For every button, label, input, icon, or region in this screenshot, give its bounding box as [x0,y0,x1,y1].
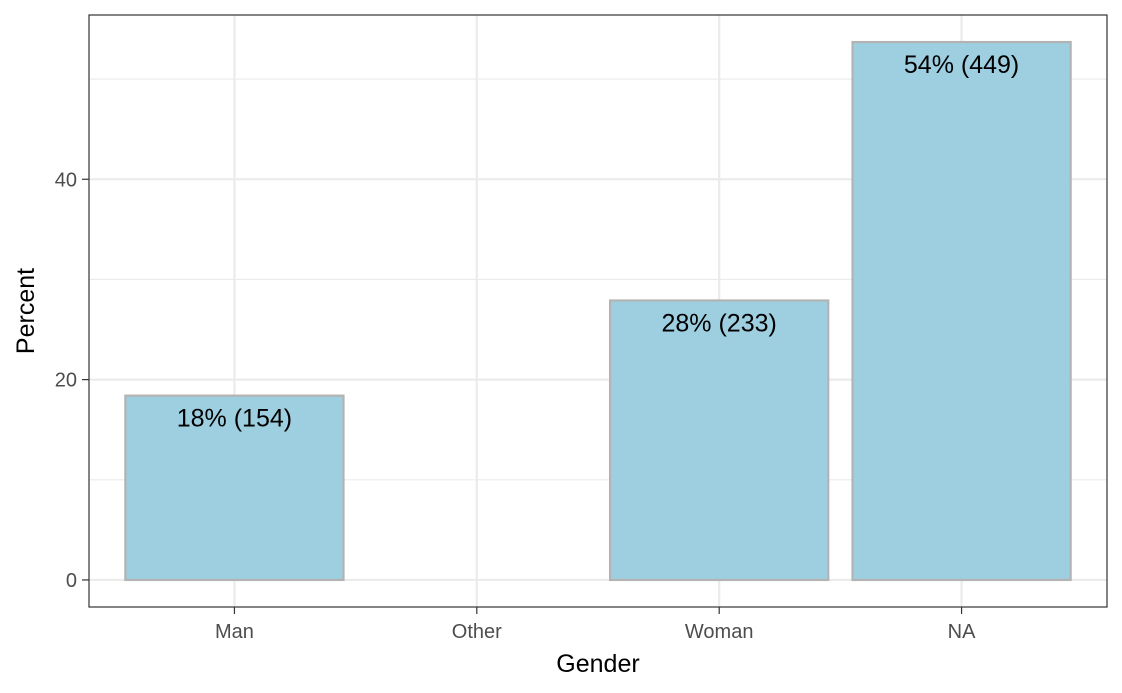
y-axis: 0 20 40 [55,169,89,592]
x-axis: Man Other Woman NA [215,607,976,643]
x-tick-label-na: NA [948,621,976,643]
bar-woman [609,299,830,582]
x-axis-title: Gender [556,650,639,678]
y-tick-label: 20 [55,370,77,392]
data-label-woman: 28% (233) [662,309,777,337]
bars [124,40,1072,582]
panel-border [88,14,1108,608]
y-axis-title: Percent [12,268,40,354]
data-labels: 18% (154) 28% (233) 54% (449) [177,51,1020,433]
y-tick-label: 0 [66,570,77,592]
bar-na [851,40,1072,582]
y-tick-label: 40 [55,169,77,191]
data-label-man: 18% (154) [177,405,292,433]
x-tick-label-woman: Woman [685,621,754,643]
bar-man [124,394,345,582]
data-label-na: 54% (449) [904,51,1019,79]
x-tick-label-other: Other [452,621,502,643]
x-tick-label-man: Man [215,621,254,643]
